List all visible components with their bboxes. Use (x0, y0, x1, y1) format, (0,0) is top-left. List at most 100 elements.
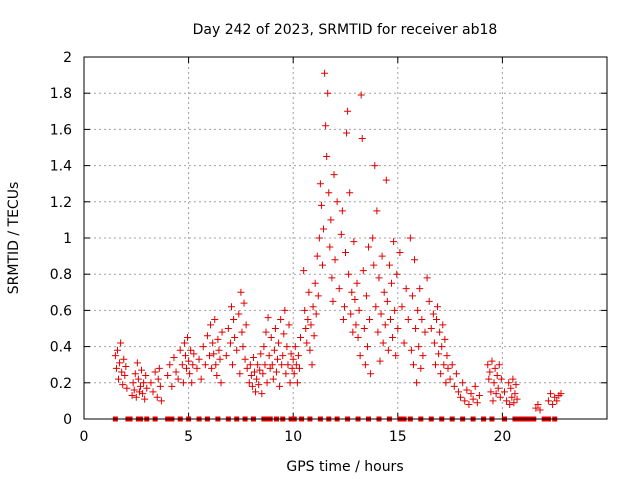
data-point (302, 325, 310, 332)
y-tick-label: 2 (63, 50, 72, 66)
data-point (390, 238, 398, 246)
y-tick-label: 1.8 (50, 86, 72, 102)
data-point (279, 352, 287, 360)
data-point (201, 361, 209, 369)
data-point (267, 334, 275, 342)
data-point (348, 288, 356, 296)
data-point (393, 270, 401, 278)
data-point (370, 261, 378, 269)
data-point (329, 297, 337, 305)
data-point (230, 315, 238, 323)
data-point (216, 355, 224, 363)
data-point (506, 401, 514, 409)
data-point (237, 288, 245, 296)
data-point (195, 355, 203, 363)
data-point (258, 390, 266, 398)
data-point (183, 364, 191, 372)
data-point (444, 364, 452, 372)
data-point (446, 375, 454, 383)
data-point (430, 339, 438, 347)
data-point (118, 368, 126, 376)
data-point (157, 397, 165, 405)
data-point (117, 339, 125, 347)
data-point (495, 361, 503, 369)
data-point (143, 384, 151, 392)
data-point (209, 339, 217, 347)
data-point (443, 352, 451, 360)
data-point (337, 230, 345, 238)
data-point (374, 328, 382, 336)
data-point (153, 393, 161, 401)
data-point (323, 153, 331, 161)
data-point (248, 382, 256, 390)
data-point (239, 343, 247, 351)
data-point (351, 296, 359, 304)
data-point (416, 285, 424, 293)
data-point (236, 370, 244, 378)
data-point (357, 91, 365, 99)
data-point (292, 361, 300, 369)
data-point (189, 361, 197, 369)
data-point (256, 366, 264, 374)
data-point (134, 375, 142, 383)
data-point (184, 334, 192, 342)
x-tick-label: 0 (80, 429, 89, 445)
data-point (285, 321, 293, 329)
data-point (488, 357, 496, 365)
y-tick-label: 0 (63, 412, 72, 428)
data-point (509, 375, 517, 383)
data-point (154, 375, 162, 383)
y-axis-label: SRMTID / TECUs (6, 182, 22, 295)
data-point (452, 370, 460, 378)
data-point (281, 306, 289, 314)
data-point (344, 107, 352, 115)
data-point (314, 292, 322, 300)
data-point (457, 393, 465, 401)
data-point (211, 315, 219, 323)
data-point (270, 346, 278, 354)
data-point (255, 381, 263, 389)
data-point (288, 364, 296, 372)
data-point (215, 346, 223, 354)
data-point (293, 379, 301, 387)
data-point (373, 207, 381, 215)
data-point (309, 303, 317, 311)
data-point (448, 361, 456, 369)
data-point (439, 321, 447, 329)
data-point (415, 343, 423, 351)
data-point (494, 384, 502, 392)
data-point (147, 379, 155, 387)
data-point (388, 279, 396, 287)
data-point (138, 366, 146, 374)
data-point (235, 310, 243, 318)
data-point (473, 399, 481, 407)
data-point (419, 352, 427, 360)
data-point (156, 382, 164, 390)
data-point (450, 382, 458, 390)
data-point (328, 274, 336, 282)
data-point (425, 297, 433, 305)
data-point (243, 364, 251, 372)
data-point (190, 350, 198, 358)
data-point (238, 328, 246, 336)
data-point (352, 321, 360, 329)
data-point (115, 375, 123, 383)
data-point (492, 390, 500, 398)
data-point (409, 361, 417, 369)
data-point (260, 343, 268, 351)
data-point (313, 252, 321, 260)
data-point (322, 122, 330, 130)
data-point (383, 297, 391, 305)
data-point (282, 370, 290, 378)
data-point (275, 339, 283, 347)
data-point (185, 357, 193, 365)
data-point (136, 382, 144, 390)
data-point (375, 274, 383, 282)
data-point (263, 379, 271, 387)
data-point (330, 171, 338, 179)
data-point (280, 330, 288, 338)
data-point (508, 393, 516, 401)
data-point (414, 306, 422, 314)
data-point (358, 134, 366, 142)
data-point (132, 393, 140, 401)
